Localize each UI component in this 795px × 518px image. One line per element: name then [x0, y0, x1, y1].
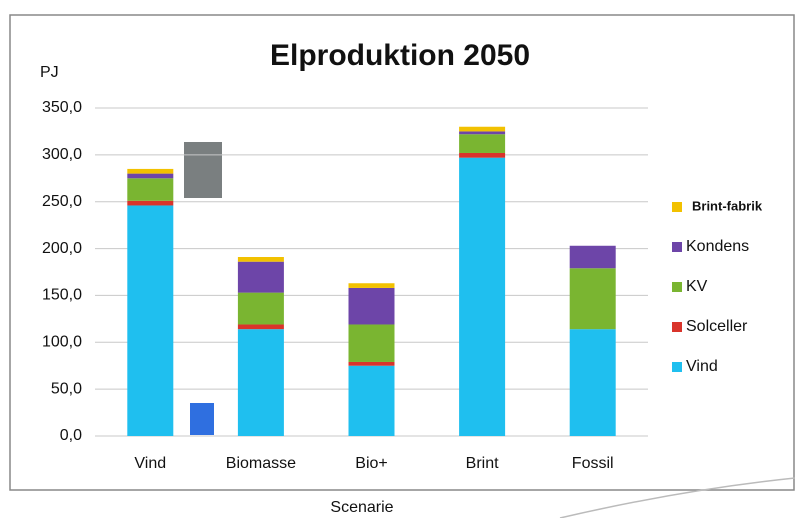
- bar-segment: [459, 158, 505, 436]
- chart-title: Elproduktion 2050: [270, 39, 530, 72]
- x-axis-label: Scenarie: [330, 499, 393, 516]
- x-tick-label: Fossil: [572, 455, 614, 472]
- chart: Elproduktion 2050 PJ Scenarie 0,0 50,0 100…: [0, 0, 795, 518]
- legend-swatch: [672, 242, 682, 252]
- y-tick-label: 0,0: [60, 427, 82, 444]
- legend-label: Kondens: [686, 238, 749, 255]
- bar-segment: [459, 127, 505, 132]
- photo-icon: [184, 142, 222, 198]
- legend-label: Brint-fabrik: [692, 198, 763, 213]
- bar-segment: [570, 329, 616, 436]
- bar-segment: [459, 153, 505, 158]
- y-tick-label: 300,0: [42, 146, 82, 163]
- bar-segment: [238, 262, 284, 293]
- bar-segment: [349, 288, 395, 325]
- y-tick-label: 250,0: [42, 193, 82, 210]
- legend-label: Vind: [686, 358, 718, 375]
- bar-segment: [349, 362, 395, 366]
- x-tick-label: Biomasse: [226, 455, 296, 472]
- bar-segment: [127, 178, 173, 200]
- y-tick-label: 150,0: [42, 287, 82, 304]
- bar-segment: [238, 257, 284, 262]
- legend-swatch: [672, 322, 682, 332]
- bar-segment: [127, 205, 173, 436]
- legend-label: KV: [686, 278, 708, 295]
- x-tick-label: Brint: [466, 455, 499, 472]
- legend-swatch: [672, 282, 682, 292]
- y-tick-label: 50,0: [51, 380, 82, 397]
- bar-segment: [238, 293, 284, 325]
- legend-label: Solceller: [686, 318, 748, 335]
- y-tick-label: 350,0: [42, 99, 82, 116]
- x-tick-label: Vind: [134, 455, 166, 472]
- turbine-icon: [190, 403, 214, 435]
- bar-segment: [459, 131, 505, 134]
- bar-segment: [570, 268, 616, 329]
- bar-segment: [349, 324, 395, 361]
- y-tick-label: 200,0: [42, 240, 82, 257]
- bar-segment: [570, 246, 616, 268]
- bar-segment: [238, 329, 284, 436]
- y-axis-label: PJ: [40, 64, 59, 81]
- bar-segment: [127, 174, 173, 179]
- bar-segment: [127, 169, 173, 174]
- bar-segment: [349, 366, 395, 436]
- legend-swatch: [672, 362, 682, 372]
- x-tick-label: Bio+: [355, 455, 387, 472]
- bar-segment: [459, 134, 505, 153]
- bar-segment: [127, 201, 173, 206]
- y-tick-label: 100,0: [42, 334, 82, 351]
- bar-segment: [238, 324, 284, 329]
- bar-segment: [349, 283, 395, 288]
- legend-swatch: [672, 202, 682, 212]
